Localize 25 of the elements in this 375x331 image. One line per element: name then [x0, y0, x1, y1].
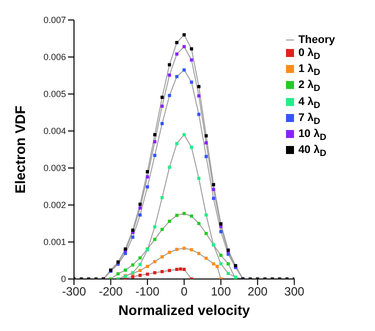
y-tick-label: 0.003	[43, 163, 66, 174]
legend-label: 2 λ$_{D}$	[298, 79, 320, 94]
legend-label: 0 λ$_{D}$	[298, 47, 320, 62]
y-tick-label: 0.004	[43, 126, 66, 136]
x-tick-label: -100	[135, 284, 160, 299]
x-tick-label: 0	[180, 284, 188, 299]
x-tick-label: 100	[210, 284, 232, 299]
x-tick-label: -200	[98, 284, 124, 299]
y-axis-title: Electron VDF	[12, 105, 28, 194]
x-tick-label: 200	[248, 284, 268, 299]
legend-label: 40 λ$_{D}$	[298, 144, 326, 158]
legend-label: 7 λ$_{D}$	[298, 112, 320, 126]
legend-label: Theory	[298, 34, 335, 46]
legend-label: 1 λ$_{D}$	[298, 63, 320, 78]
y-tick-label: 0.007	[43, 15, 66, 26]
x-tick-label: -300	[62, 284, 86, 299]
y-tick-label: 0	[60, 274, 66, 284]
legend-label: 10 λ$_{D}$	[298, 128, 326, 142]
x-axis-title: Normalized velocity	[118, 302, 250, 318]
x-tick-label: 300	[284, 284, 305, 299]
legend-label: 4 λ$_{D}$	[298, 96, 320, 110]
y-tick-label: 0.001	[43, 237, 66, 248]
y-tick-label: 0.005	[43, 89, 66, 100]
y-tick-label: 0.006	[43, 52, 66, 62]
y-tick-label: 0.002	[43, 200, 66, 210]
